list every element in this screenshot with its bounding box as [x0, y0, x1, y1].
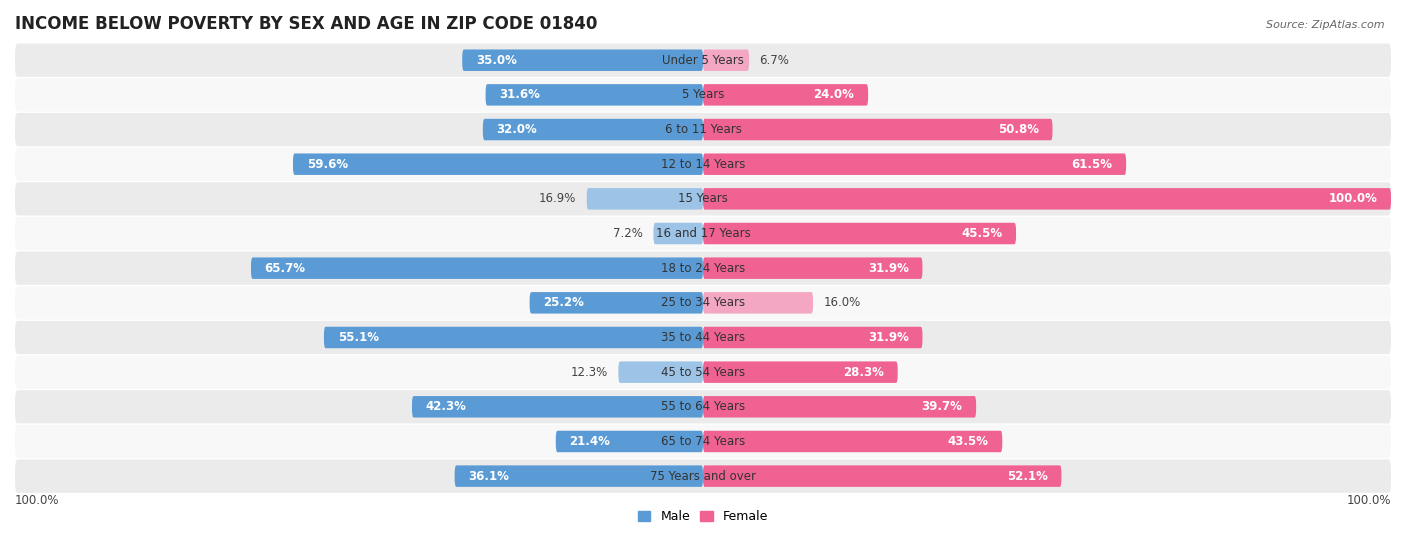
Text: 28.3%: 28.3%: [844, 366, 884, 378]
FancyBboxPatch shape: [463, 50, 703, 71]
FancyBboxPatch shape: [703, 466, 1062, 487]
Text: 6 to 11 Years: 6 to 11 Years: [665, 123, 741, 136]
Text: 36.1%: 36.1%: [468, 470, 509, 482]
Text: 12.3%: 12.3%: [571, 366, 607, 378]
FancyBboxPatch shape: [485, 84, 703, 106]
Text: 35.0%: 35.0%: [477, 54, 517, 67]
FancyBboxPatch shape: [454, 466, 703, 487]
Text: 21.4%: 21.4%: [569, 435, 610, 448]
FancyBboxPatch shape: [703, 396, 976, 418]
Text: 52.1%: 52.1%: [1007, 470, 1047, 482]
FancyBboxPatch shape: [654, 223, 703, 244]
Text: 12 to 14 Years: 12 to 14 Years: [661, 158, 745, 170]
Text: 43.5%: 43.5%: [948, 435, 988, 448]
Text: 24.0%: 24.0%: [814, 88, 855, 101]
FancyBboxPatch shape: [703, 154, 1126, 175]
FancyBboxPatch shape: [703, 327, 922, 348]
FancyBboxPatch shape: [15, 148, 1391, 181]
Text: 45.5%: 45.5%: [962, 227, 1002, 240]
Text: 25 to 34 Years: 25 to 34 Years: [661, 296, 745, 309]
FancyBboxPatch shape: [15, 217, 1391, 250]
FancyBboxPatch shape: [15, 459, 1391, 493]
Text: 39.7%: 39.7%: [921, 400, 962, 413]
FancyBboxPatch shape: [15, 252, 1391, 285]
Text: 100.0%: 100.0%: [15, 494, 59, 507]
FancyBboxPatch shape: [15, 356, 1391, 389]
FancyBboxPatch shape: [15, 286, 1391, 319]
FancyBboxPatch shape: [703, 223, 1017, 244]
Text: 5 Years: 5 Years: [682, 88, 724, 101]
FancyBboxPatch shape: [703, 431, 1002, 452]
FancyBboxPatch shape: [586, 188, 703, 210]
Text: 25.2%: 25.2%: [543, 296, 585, 309]
FancyBboxPatch shape: [619, 362, 703, 383]
Text: 50.8%: 50.8%: [998, 123, 1039, 136]
Text: 65.7%: 65.7%: [264, 262, 305, 274]
Text: 59.6%: 59.6%: [307, 158, 347, 170]
Text: 32.0%: 32.0%: [496, 123, 537, 136]
Text: 61.5%: 61.5%: [1071, 158, 1112, 170]
Text: 42.3%: 42.3%: [426, 400, 467, 413]
FancyBboxPatch shape: [292, 154, 703, 175]
Text: 55 to 64 Years: 55 to 64 Years: [661, 400, 745, 413]
Text: Source: ZipAtlas.com: Source: ZipAtlas.com: [1267, 20, 1385, 30]
FancyBboxPatch shape: [15, 425, 1391, 458]
Legend: Male, Female: Male, Female: [638, 510, 768, 523]
FancyBboxPatch shape: [703, 258, 922, 279]
FancyBboxPatch shape: [703, 50, 749, 71]
FancyBboxPatch shape: [15, 390, 1391, 424]
Text: 16.0%: 16.0%: [824, 296, 860, 309]
Text: 16.9%: 16.9%: [538, 192, 576, 205]
FancyBboxPatch shape: [15, 182, 1391, 215]
Text: 75 Years and over: 75 Years and over: [650, 470, 756, 482]
Text: 31.6%: 31.6%: [499, 88, 540, 101]
Text: 7.2%: 7.2%: [613, 227, 643, 240]
FancyBboxPatch shape: [323, 327, 703, 348]
Text: 100.0%: 100.0%: [1347, 494, 1391, 507]
FancyBboxPatch shape: [703, 188, 1391, 210]
FancyBboxPatch shape: [15, 78, 1391, 111]
Text: 55.1%: 55.1%: [337, 331, 378, 344]
FancyBboxPatch shape: [703, 292, 813, 314]
Text: INCOME BELOW POVERTY BY SEX AND AGE IN ZIP CODE 01840: INCOME BELOW POVERTY BY SEX AND AGE IN Z…: [15, 15, 598, 33]
FancyBboxPatch shape: [703, 119, 1053, 140]
FancyBboxPatch shape: [703, 362, 897, 383]
Text: 16 and 17 Years: 16 and 17 Years: [655, 227, 751, 240]
Text: 45 to 54 Years: 45 to 54 Years: [661, 366, 745, 378]
FancyBboxPatch shape: [555, 431, 703, 452]
Text: 31.9%: 31.9%: [868, 262, 908, 274]
FancyBboxPatch shape: [412, 396, 703, 418]
FancyBboxPatch shape: [15, 44, 1391, 77]
Text: 31.9%: 31.9%: [868, 331, 908, 344]
Text: 65 to 74 Years: 65 to 74 Years: [661, 435, 745, 448]
FancyBboxPatch shape: [530, 292, 703, 314]
Text: Under 5 Years: Under 5 Years: [662, 54, 744, 67]
Text: 15 Years: 15 Years: [678, 192, 728, 205]
Text: 35 to 44 Years: 35 to 44 Years: [661, 331, 745, 344]
FancyBboxPatch shape: [703, 84, 868, 106]
FancyBboxPatch shape: [252, 258, 703, 279]
FancyBboxPatch shape: [15, 113, 1391, 146]
FancyBboxPatch shape: [15, 321, 1391, 354]
FancyBboxPatch shape: [482, 119, 703, 140]
Text: 18 to 24 Years: 18 to 24 Years: [661, 262, 745, 274]
Text: 100.0%: 100.0%: [1329, 192, 1378, 205]
Text: 6.7%: 6.7%: [759, 54, 789, 67]
